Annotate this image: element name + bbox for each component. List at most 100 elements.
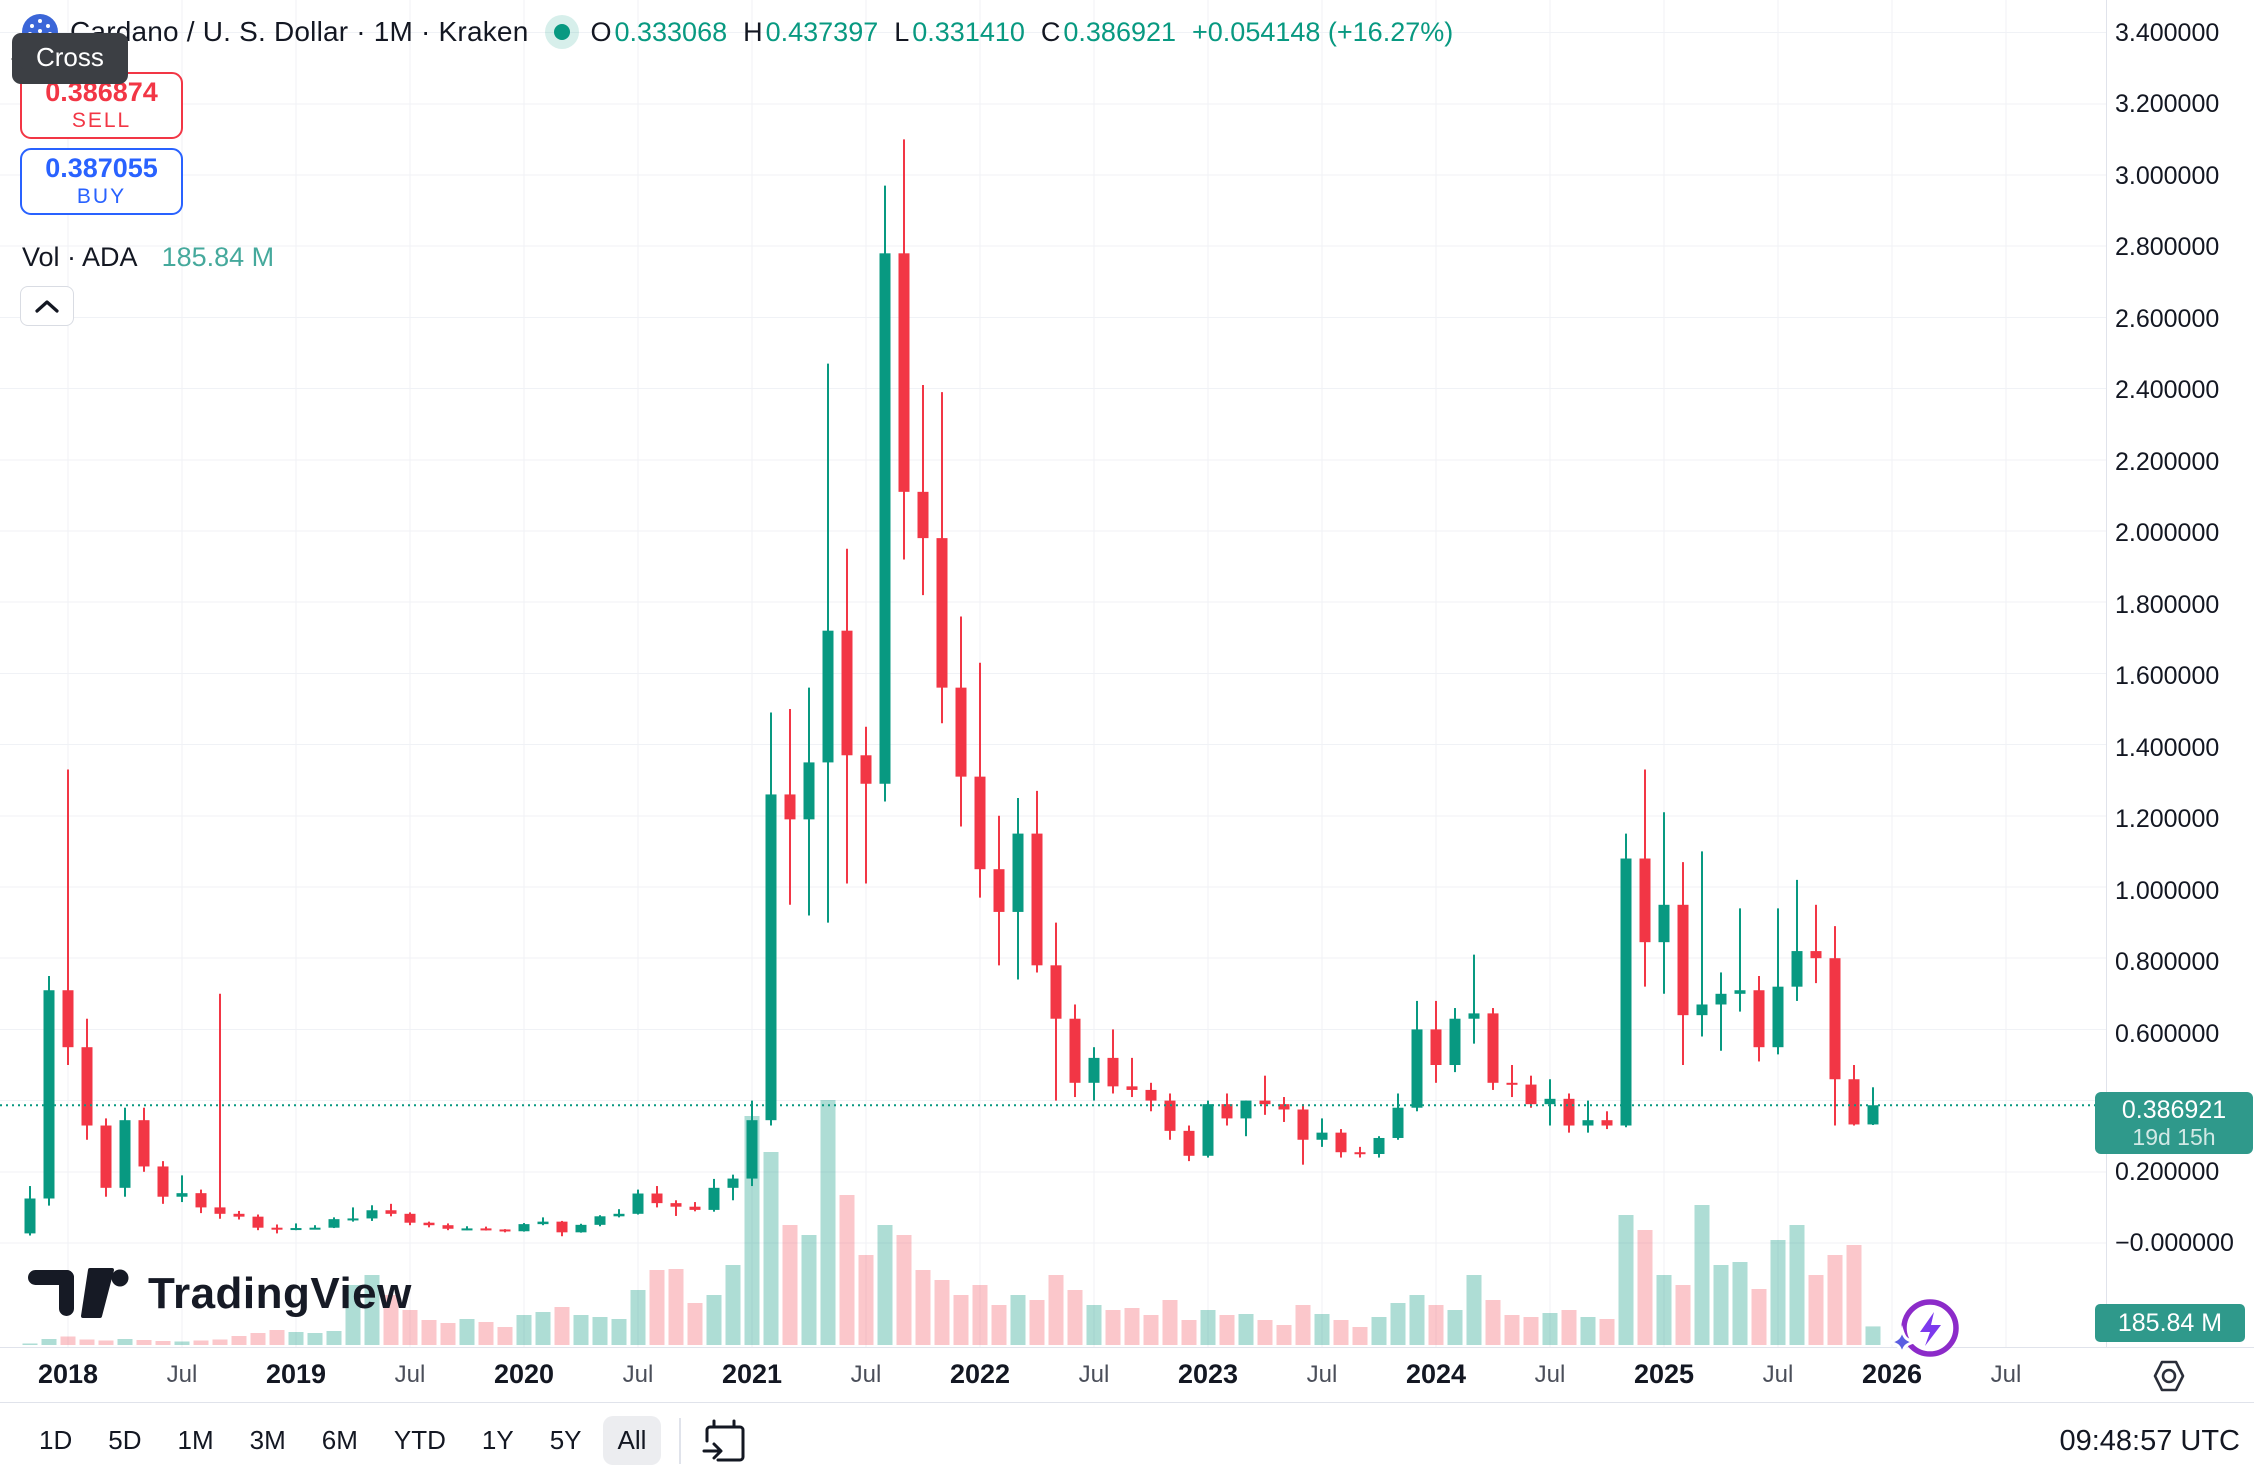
candle-body	[746, 1120, 758, 1179]
bar-countdown: 19d 15h	[2132, 1124, 2216, 1150]
volume-bar	[1656, 1275, 1672, 1345]
volume-bar	[991, 1305, 1007, 1345]
price-tick-label: 3.200000	[2115, 90, 2220, 118]
volume-bar	[478, 1322, 494, 1345]
volume-bar	[763, 1152, 779, 1345]
range-button-ytd[interactable]: YTD	[393, 1425, 446, 1455]
time-tick-jul: Jul	[1306, 1361, 1338, 1388]
range-button-5y[interactable]: 5Y	[549, 1425, 582, 1455]
volume-bar	[1523, 1317, 1539, 1345]
volume-bar	[725, 1265, 741, 1345]
candle-body	[404, 1213, 416, 1223]
ohlc-label: O	[590, 16, 612, 47]
candlestick-chart[interactable]	[0, 0, 2106, 1347]
server-clock: 09:48:57 UTC	[2059, 1424, 2240, 1457]
range-button-3m[interactable]: 3M	[249, 1425, 286, 1455]
volume-bar	[155, 1341, 171, 1345]
market-status-icon	[554, 24, 571, 40]
tradingview-watermark[interactable]: TradingView	[28, 1268, 412, 1320]
candle-body	[1316, 1132, 1328, 1140]
ohlc-label: C	[1040, 16, 1061, 47]
collapse-panel-button[interactable]	[20, 286, 74, 326]
range-button-6m[interactable]: 6M	[321, 1425, 358, 1455]
candle-body	[936, 538, 948, 688]
price-tick-label: 1.800000	[2115, 591, 2220, 619]
candle-body	[328, 1219, 340, 1228]
gear-icon	[2153, 1360, 2185, 1392]
volume-bar	[1333, 1320, 1349, 1345]
volume-bar	[1485, 1300, 1501, 1345]
candle-body	[1696, 1004, 1708, 1016]
candle-body	[1639, 858, 1651, 943]
volume-bar	[345, 1285, 361, 1345]
go-to-date-button[interactable]	[699, 1415, 751, 1467]
candle-body	[423, 1222, 435, 1226]
candle-body	[651, 1193, 663, 1204]
volume-bar	[1542, 1313, 1558, 1345]
volume-bar	[1599, 1319, 1615, 1345]
candle-body	[1810, 951, 1822, 959]
crosshair-tooltip: Cross	[11, 33, 128, 84]
volume-bar	[1314, 1314, 1330, 1345]
price-tick-label: 1.400000	[2115, 734, 2220, 762]
range-button-5d[interactable]: 5D	[108, 1425, 142, 1455]
volume-bar	[820, 1100, 836, 1345]
range-button-1m[interactable]: 1M	[177, 1425, 214, 1455]
volume-bar	[668, 1269, 684, 1345]
candle-body	[1411, 1029, 1423, 1108]
volume-bar	[782, 1225, 798, 1345]
time-tick-jul: Jul	[1078, 1361, 1110, 1388]
range-button-1y[interactable]: 1Y	[481, 1425, 514, 1455]
volume-bar	[877, 1225, 893, 1345]
volume-bar	[1865, 1326, 1881, 1345]
volume-bar	[1827, 1255, 1843, 1345]
ohlc-value: 0.331410	[912, 16, 1025, 47]
candle-body	[993, 869, 1005, 912]
price-axis[interactable]: 0.386921 19d 15h 185.84 M 3.400000 3.2000…	[2095, 0, 2254, 1347]
time-axis[interactable]: 2018 Jul 2019 Jul 2020 Jul 2021 Jul 2022 Jul 2023 J…	[0, 1347, 2254, 1402]
buy-button[interactable]: 0.387055 BUY	[20, 148, 183, 215]
range-button-1d[interactable]: 1D	[39, 1425, 73, 1455]
axis-settings-button[interactable]	[2146, 1356, 2192, 1396]
price-tick-label: 2.200000	[2115, 448, 2220, 476]
volume-bar	[573, 1315, 589, 1345]
volume-bar	[117, 1339, 133, 1345]
volume-bar	[497, 1327, 513, 1345]
candle-body	[1259, 1100, 1271, 1105]
candle-body	[1297, 1109, 1309, 1140]
volume-bar	[307, 1333, 323, 1345]
volume-bar	[1238, 1314, 1254, 1345]
volume-bar	[174, 1341, 190, 1345]
boost-flash-icon[interactable]	[1884, 1294, 1962, 1371]
volume-bar	[1409, 1295, 1425, 1345]
buy-label: BUY	[76, 184, 127, 208]
volume-bar	[1504, 1315, 1520, 1345]
candle-body	[1126, 1086, 1138, 1090]
volume-bar	[212, 1339, 228, 1345]
candle-body	[575, 1224, 587, 1233]
candle-body	[1791, 951, 1803, 987]
candle-body	[1430, 1029, 1442, 1065]
symbol-title[interactable]: Cardano / U. S. Dollar · 1M · Kraken	[70, 16, 529, 47]
volume-bar	[193, 1340, 209, 1345]
range-button-all[interactable]: All	[602, 1416, 662, 1465]
candle-body	[176, 1193, 188, 1197]
volume-study-value: 185.84 M	[161, 242, 275, 272]
volume-bar	[1713, 1265, 1729, 1345]
candle-body	[632, 1193, 644, 1214]
ohlc-value: 0.386921	[1063, 16, 1177, 47]
candle-body	[955, 687, 967, 777]
volume-bar	[383, 1295, 399, 1345]
candle-body	[537, 1221, 549, 1225]
volume-bar	[915, 1270, 931, 1345]
candle-body	[214, 1207, 226, 1214]
candle-body	[1278, 1104, 1290, 1110]
volume-study-label[interactable]: Vol · ADA	[22, 242, 137, 272]
time-tick-year: 2024	[1405, 1359, 1467, 1389]
price-tick-label: 3.000000	[2115, 162, 2220, 190]
candle-body	[1449, 1018, 1461, 1065]
candle-body	[1734, 990, 1746, 994]
candle-body	[195, 1193, 207, 1208]
volume-bar	[1086, 1305, 1102, 1345]
volume-bar	[1466, 1275, 1482, 1345]
